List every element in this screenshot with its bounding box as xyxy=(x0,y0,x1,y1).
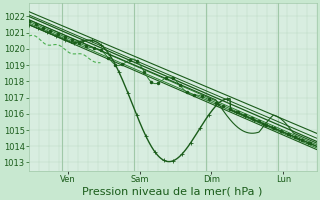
X-axis label: Pression niveau de la mer( hPa ): Pression niveau de la mer( hPa ) xyxy=(83,187,263,197)
